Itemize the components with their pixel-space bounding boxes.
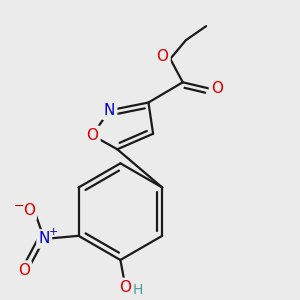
Text: −: − — [14, 200, 25, 213]
Text: O: O — [119, 280, 131, 295]
Text: +: + — [48, 227, 58, 237]
Text: O: O — [157, 49, 169, 64]
Text: H: H — [133, 283, 143, 297]
Text: N: N — [104, 103, 115, 118]
Text: O: O — [18, 262, 30, 278]
Text: O: O — [86, 128, 98, 143]
Text: O: O — [23, 203, 35, 218]
Text: N: N — [39, 231, 50, 246]
Text: O: O — [211, 81, 223, 96]
